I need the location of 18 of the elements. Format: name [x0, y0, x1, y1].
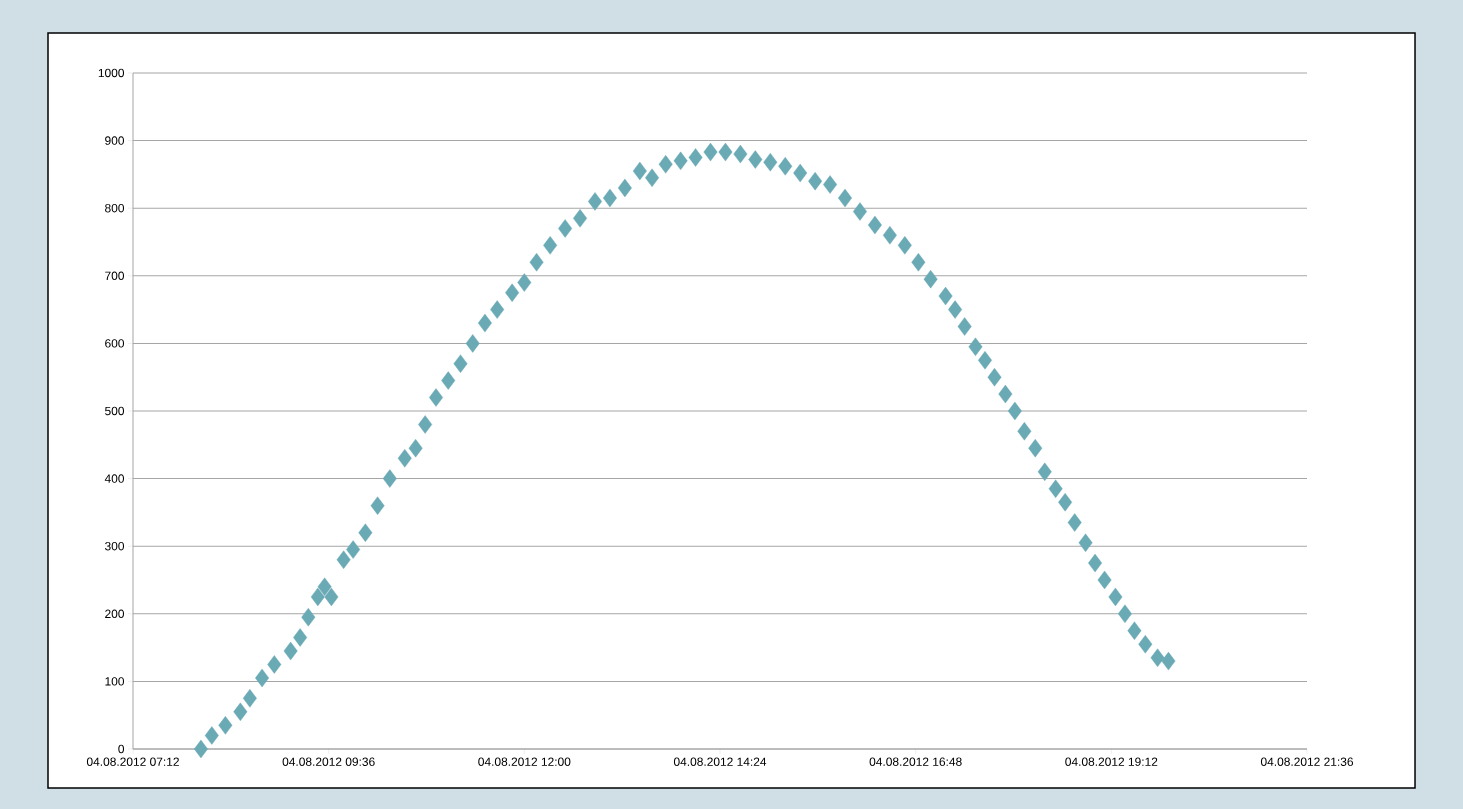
x-tick-label: 04.08.2012 07:12	[86, 757, 179, 766]
y-tick-label: 300	[104, 541, 125, 551]
y-tick-label: 600	[105, 339, 125, 348]
x-tick-label: 04.08.2012 16:48	[869, 757, 962, 766]
y-tick-label: 0	[118, 744, 125, 754]
y-tick-label: 500	[105, 406, 125, 416]
x-tick-label: 04.08.2012 09:36	[282, 757, 375, 766]
y-tick-label: 900	[105, 136, 125, 145]
y-tick-label: 400	[104, 474, 125, 483]
y-tick-label: 700	[105, 271, 125, 281]
x-tick-label: 04.08.2012 14:24	[673, 757, 767, 766]
y-tick-label: 800	[105, 203, 125, 213]
y-tick-label: 1000	[98, 68, 125, 78]
y-tick-label: 200	[105, 609, 125, 619]
x-tick-label: 04.08.2012 19:12	[1065, 757, 1158, 766]
y-tick-label: 100	[105, 677, 125, 686]
x-tick-label: 04.08.2012 12:00	[478, 757, 571, 766]
x-tick-label: 04.08.2012 21:36	[1260, 757, 1354, 766]
